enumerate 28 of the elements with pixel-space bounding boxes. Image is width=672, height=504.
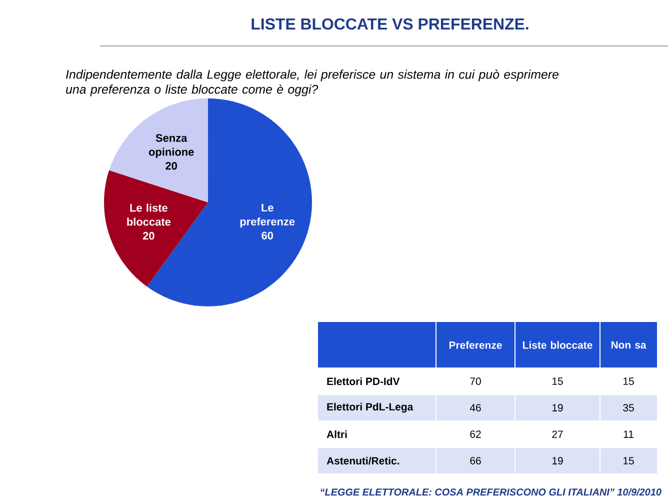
slice-label: Senza opinione — [148, 134, 194, 158]
data-label: 19 — [552, 457, 563, 464]
y-tick-label: Altri — [326, 430, 347, 438]
text: “LEGGE ELETTORALE: COSA PREFERISCONO GLI ITALIANI” 10/9/2010 — [320, 488, 662, 496]
data-label: 20 — [142, 232, 154, 240]
data-label: 20 — [166, 162, 177, 170]
x-tick-label: Liste bloccate — [523, 341, 592, 349]
x-tick-label: Preferenze — [449, 341, 502, 349]
data-label: 27 — [552, 430, 563, 438]
chart-subtitle: Indipendentemente dalla Legge elettorale, lei preferisce un sistema in cui può esprimere una preferenza o liste bloccate come è oggi? — [66, 70, 559, 96]
y-tick-label: Astenuti/Retic. — [326, 456, 400, 465]
slice-label: Le preferenze — [240, 204, 295, 228]
data-label: 35 — [623, 404, 634, 412]
y-tick-label: Elettori PD-IdV — [327, 377, 400, 386]
y-tick-label: Elettori PdL-Lega — [327, 402, 414, 413]
data-label: 15 — [623, 378, 634, 385]
slice-label: Le liste bloccate — [127, 204, 171, 226]
data-label: 60 — [262, 232, 273, 240]
text: LISTE BLOCCATE VS PREFERENZE. — [252, 18, 528, 30]
data-label: 11 — [624, 430, 634, 438]
data-label: 15 — [552, 378, 563, 385]
data-label: 19 — [552, 404, 563, 412]
data-label: 46 — [470, 404, 481, 412]
x-tick-label: Non sa — [611, 341, 646, 349]
data-label: 15 — [623, 457, 634, 464]
data-label: 62 — [470, 430, 481, 438]
data-label: 66 — [470, 457, 481, 464]
data-label: 70 — [470, 378, 481, 385]
